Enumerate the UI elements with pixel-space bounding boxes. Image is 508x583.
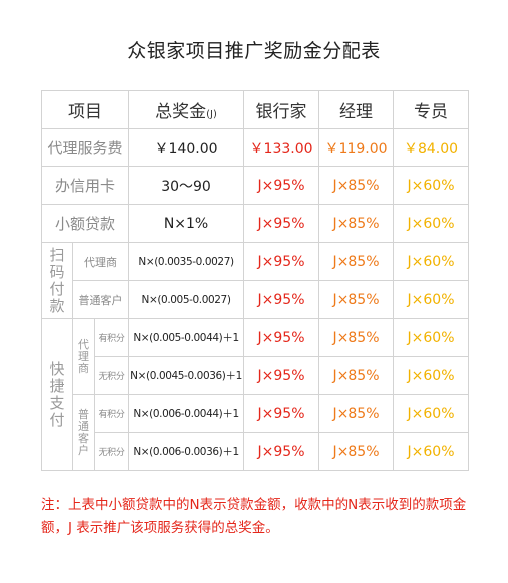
table-row: 普通客户 有积分 N×(0.006-0.0044)＋1 J×95% J×85% … bbox=[42, 394, 470, 471]
bank-cell: J×95% bbox=[243, 432, 320, 471]
bank-cell: J×95% bbox=[243, 280, 320, 319]
table-row: 代理服务费 ￥140.00 ￥133.00 ￥119.00 ￥84.00 bbox=[40, 128, 470, 167]
bank-cell: J×95% bbox=[243, 242, 320, 281]
group-label-scan-pay: 扫码付款 bbox=[41, 242, 73, 319]
header-row: 项目 总奖金(J) 银行家 经理 专员 bbox=[40, 90, 470, 129]
points-tag: 有积分 bbox=[93, 394, 130, 433]
total-cell: N×(0.005-0.0044)＋1 bbox=[128, 318, 245, 357]
total-cell: N×(0.006-0.0036)＋1 bbox=[128, 432, 245, 471]
table-row: 小额贷款 N×1% J×95% J×85% J×60% bbox=[40, 204, 470, 243]
table-row: 无积分 N×(0.006-0.0036)＋1 J×95% J×85% J×60% bbox=[42, 432, 470, 471]
total-cell: N×(0.006-0.0044)＋1 bbox=[128, 394, 245, 433]
group-label-scan-pay-text: 扫码付款 bbox=[49, 245, 65, 315]
specialist-cell: J×60% bbox=[393, 280, 470, 319]
manager-cell: J×85% bbox=[318, 394, 395, 433]
specialist-cell: J×60% bbox=[393, 432, 470, 471]
bank-cell: J×95% bbox=[243, 356, 320, 395]
footnote: 注：上表中小额贷款中的N表示贷款金额，收款中的N表示收到的款项金额，J 表示推广… bbox=[41, 497, 467, 536]
bank-cell: J×95% bbox=[243, 204, 320, 243]
row-label-scan-agent: 代理商 bbox=[71, 242, 130, 281]
row-label-micro-loan: 小额贷款 bbox=[40, 204, 130, 243]
specialist-cell: J×60% bbox=[393, 204, 470, 243]
specialist-cell: J×60% bbox=[393, 318, 470, 357]
table-row: 无积分 N×(0.0045-0.0036)＋1 J×95% J×85% J×60… bbox=[42, 356, 470, 395]
header-total-label: 总奖金 bbox=[155, 102, 207, 122]
manager-cell: J×85% bbox=[318, 204, 395, 243]
manager-cell: ￥119.00 bbox=[318, 128, 395, 167]
total-cell: N×(0.005-0.0027) bbox=[128, 280, 245, 319]
bank-cell: ￥133.00 bbox=[243, 128, 320, 167]
total-cell: N×(0.0035-0.0027) bbox=[128, 242, 245, 281]
total-cell: ￥140.00 bbox=[128, 128, 245, 167]
bank-cell: J×95% bbox=[243, 318, 320, 357]
table-row: 快捷支付 代理商 有积分 N×(0.005-0.0044)＋1 J×95% J×… bbox=[41, 318, 470, 471]
header-manager: 经理 bbox=[318, 90, 395, 129]
specialist-cell: J×60% bbox=[393, 356, 470, 395]
specialist-cell: J×60% bbox=[393, 242, 470, 281]
reward-table: 项目 总奖金(J) 银行家 经理 专员 代理服务费 ￥140.00 ￥133.0… bbox=[40, 90, 470, 471]
table-row: 普通客户 N×(0.005-0.0027) J×95% J×85% J×60% bbox=[42, 280, 470, 319]
table-row: 扫码付款 代理商 N×(0.0035-0.0027) J×95% J×85% J… bbox=[41, 242, 470, 319]
specialist-cell: J×60% bbox=[393, 166, 470, 205]
header-total-unit: (J) bbox=[206, 109, 217, 120]
total-cell: 30～90 bbox=[128, 166, 245, 205]
points-tag: 无积分 bbox=[93, 356, 130, 395]
group-label-quick-pay: 快捷支付 bbox=[41, 318, 73, 471]
bank-cell: J×95% bbox=[243, 166, 320, 205]
manager-cell: J×85% bbox=[318, 356, 395, 395]
row-label-agency-fee: 代理服务费 bbox=[40, 128, 130, 167]
header-specialist: 专员 bbox=[393, 90, 470, 129]
total-cell: N×1% bbox=[128, 204, 245, 243]
specialist-cell: ￥84.00 bbox=[393, 128, 470, 167]
subgroup-label-agent-text: 代理商 bbox=[78, 337, 89, 375]
manager-cell: J×85% bbox=[318, 166, 395, 205]
subgroup-label-regular: 普通客户 bbox=[72, 394, 95, 471]
bank-cell: J×95% bbox=[243, 394, 320, 433]
points-tag: 有积分 bbox=[93, 318, 130, 357]
header-bank: 银行家 bbox=[243, 90, 320, 129]
table-row: 办信用卡 30～90 J×95% J×85% J×60% bbox=[40, 166, 470, 205]
subgroup-label-agent: 代理商 bbox=[72, 318, 95, 395]
total-cell: N×(0.0045-0.0036)＋1 bbox=[128, 356, 245, 395]
row-label-credit-card: 办信用卡 bbox=[40, 166, 130, 205]
group-label-quick-pay-text: 快捷支付 bbox=[49, 359, 65, 429]
points-tag: 无积分 bbox=[93, 432, 130, 471]
subgroup-label-regular-text: 普通客户 bbox=[78, 407, 89, 457]
manager-cell: J×85% bbox=[318, 242, 395, 281]
specialist-cell: J×60% bbox=[393, 394, 470, 433]
page-title: 众银家项目推广奖励金分配表 bbox=[127, 40, 381, 62]
header-item: 项目 bbox=[40, 90, 130, 129]
manager-cell: J×85% bbox=[318, 280, 395, 319]
row-label-scan-regular: 普通客户 bbox=[71, 280, 130, 319]
header-total: 总奖金(J) bbox=[128, 90, 245, 129]
manager-cell: J×85% bbox=[318, 432, 395, 471]
manager-cell: J×85% bbox=[318, 318, 395, 357]
